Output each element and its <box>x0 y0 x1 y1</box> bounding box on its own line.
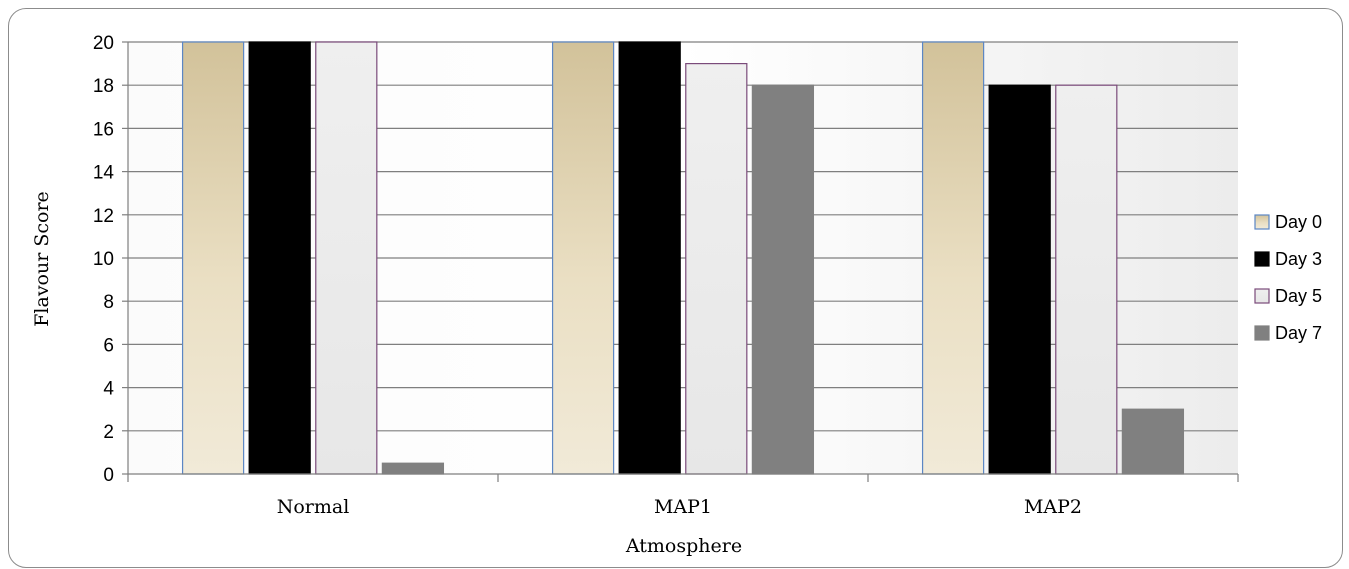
bar-day-0-normal <box>181 41 245 475</box>
x-category-label: MAP1 <box>654 496 712 518</box>
gridlines <box>128 41 1238 432</box>
bar-day-7-map1 <box>751 84 815 475</box>
legend-label: Day 7 <box>1275 323 1322 343</box>
x-category-labels: Normal MAP1 MAP2 <box>277 496 1082 518</box>
legend-label: Day 3 <box>1275 249 1322 269</box>
bar-day-7-normal <box>381 462 445 475</box>
bar-day-5-map2 <box>1055 84 1118 475</box>
legend-swatch <box>1254 214 1270 230</box>
y-tick-label: 8 <box>103 292 114 313</box>
x-category-label: MAP2 <box>1024 496 1082 518</box>
bar-day-7-map2 <box>1121 408 1185 475</box>
legend: Day 0 Day 3 Day 5 Day 7 <box>1254 212 1322 343</box>
x-axis-title: Atmosphere <box>625 535 742 557</box>
legend-swatch <box>1254 251 1270 267</box>
axes <box>122 41 1239 482</box>
legend-swatch <box>1254 325 1270 341</box>
y-axis-title: Flavour Score <box>31 191 53 327</box>
legend-label: Day 0 <box>1275 212 1322 232</box>
bar-day-3-normal <box>248 41 311 475</box>
bar-day-5-normal <box>315 41 378 475</box>
y-tick-label: 18 <box>93 76 114 97</box>
y-tick-label: 16 <box>93 119 114 140</box>
y-tick-label: 6 <box>103 335 114 356</box>
y-tick-label: 10 <box>93 249 114 270</box>
y-tick-label: 12 <box>93 206 114 227</box>
y-tick-label: 0 <box>103 465 114 486</box>
legend-swatch <box>1254 288 1270 304</box>
legend-label: Day 5 <box>1275 286 1322 306</box>
y-tick-labels: 0 2 4 6 8 10 12 14 16 18 20 <box>93 33 115 486</box>
y-tick-label: 4 <box>103 379 114 400</box>
x-category-label: Normal <box>277 496 350 518</box>
y-tick-label: 2 <box>103 422 114 443</box>
bars <box>181 41 1185 475</box>
bar-day-3-map1 <box>618 41 681 475</box>
bar-day-3-map2 <box>988 84 1051 475</box>
bar-day-0-map2 <box>921 41 985 475</box>
y-tick-label: 14 <box>93 163 115 184</box>
bar-day-5-map1 <box>685 62 748 475</box>
y-tick-label: 20 <box>93 33 114 54</box>
bar-day-0-map1 <box>551 41 615 475</box>
